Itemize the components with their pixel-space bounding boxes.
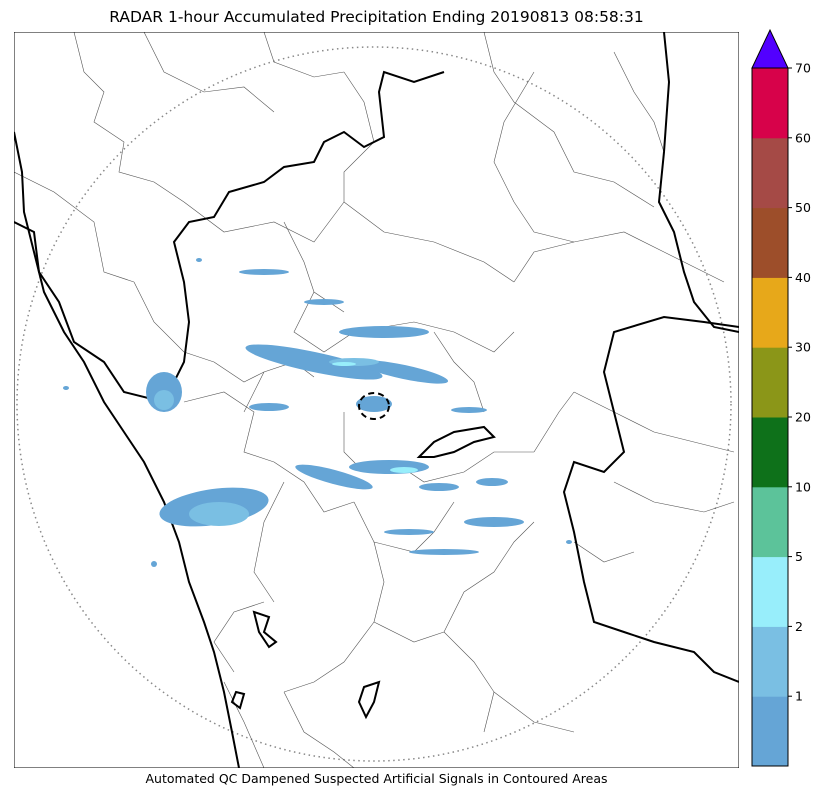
rain-patch [196,258,202,262]
western-coastline [14,131,240,768]
colorbar-tick-label: 40 [795,270,811,285]
rain-patch [384,529,434,535]
rain-patch [295,464,373,490]
southern-island-outline-2 [357,680,381,720]
eastern-state-boundary [562,315,739,683]
coastline-and-state-boundaries [14,32,739,768]
rain-patch [476,478,508,486]
colorbar-tick-label: 30 [795,340,811,355]
colorbar-tick-label: 20 [795,410,811,425]
rain-patch [304,299,344,305]
colorbar-segment [752,347,788,418]
colorbar-segment [752,137,788,209]
colorbar: 1 2 5 10 20 30 40 50 60 70 [751,28,811,767]
colorbar-tick-label: 60 [795,130,811,145]
radar-range-ring [16,46,732,762]
radar-map [14,32,739,768]
rain-patch [154,390,174,410]
colorbar-tick-label: 50 [795,200,811,215]
colorbar-extend-triangle [751,28,789,69]
colorbar-segment [752,486,788,558]
rain-patch [245,344,383,380]
colorbar-segment [752,556,788,627]
rain-patch [189,502,249,526]
rain-patch [390,467,418,473]
rain-patch [464,517,524,527]
rain-patch [349,460,429,474]
colorbar-tick-label: 5 [795,549,803,564]
rain-patch [359,360,449,384]
rain-patch [239,269,289,275]
rain-patch [409,549,479,555]
colorbar-tick-label: 2 [795,619,803,634]
rain-patch [566,540,572,544]
colorbar-ticks: 1 2 5 10 20 30 40 50 60 70 [788,61,811,704]
rain-patch [249,403,289,411]
colorbar-segment [752,626,788,697]
colorbar-segment [752,417,788,488]
colorbar-tick-label: 1 [795,689,803,704]
hill-region-outline [416,425,496,458]
colorbar-segments [752,68,788,767]
artificial-signal-contour [358,392,390,420]
rain-patch [451,407,487,413]
rain-patch [332,362,356,366]
colorbar-tick-label: 70 [795,61,811,76]
rain-patch [356,396,392,412]
rain-patch [419,483,459,491]
colorbar-segment [752,277,788,348]
rain-patch [63,386,69,390]
rain-patch [339,326,429,338]
northern-state-boundary [14,70,445,404]
colorbar-segment [752,207,788,278]
southern-island-outline-1 [252,610,278,649]
colorbar-segment [752,68,788,139]
northeast-state-boundary [657,32,739,333]
precipitation-areas [63,258,572,567]
map-title: RADAR 1-hour Accumulated Precipitation E… [109,8,644,26]
colorbar-tick-label: 10 [795,479,811,494]
rain-patch [151,561,157,567]
colorbar-segment [752,696,788,767]
qc-caption: Automated QC Dampened Suspected Artifici… [145,771,608,786]
southern-island-outline-3 [230,690,246,710]
